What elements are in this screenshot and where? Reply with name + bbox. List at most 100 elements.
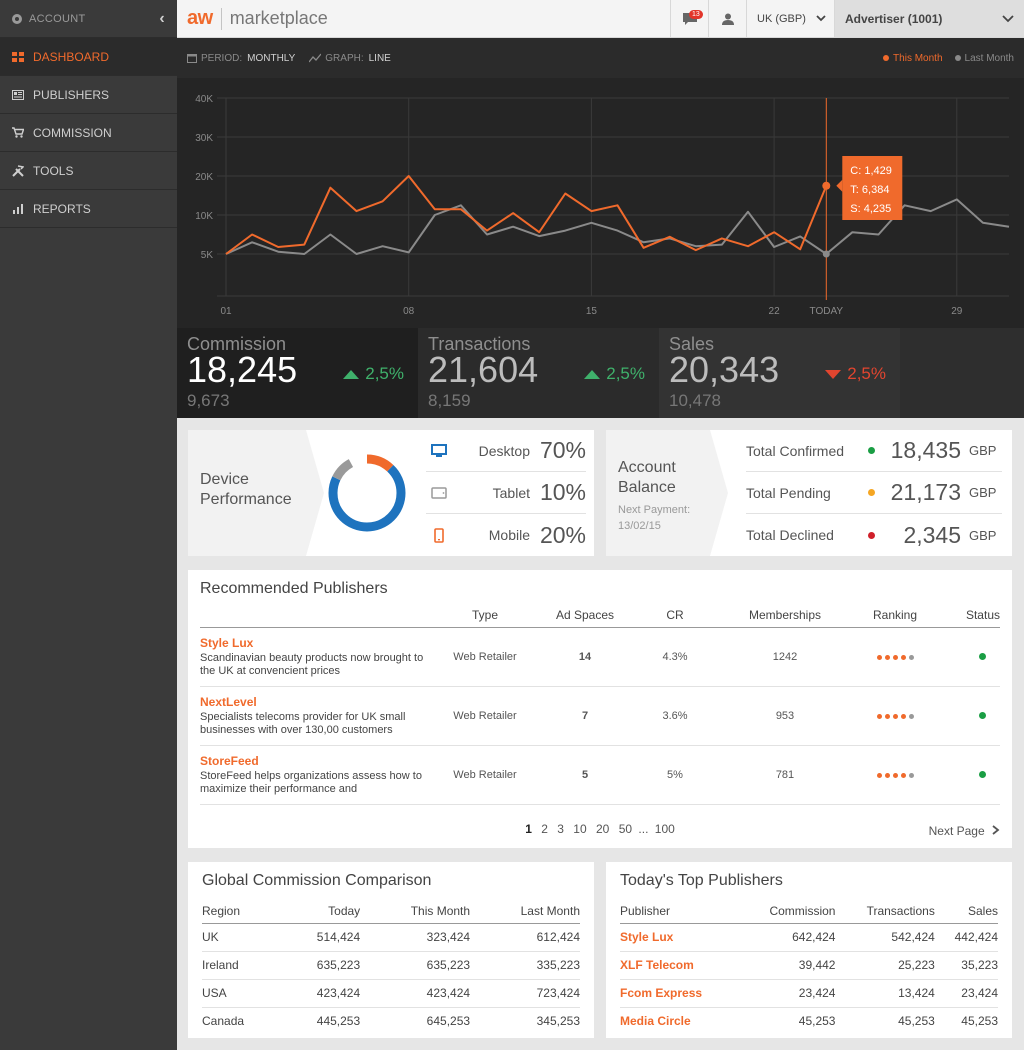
- column-header[interactable]: Sales: [934, 900, 998, 924]
- sidebar-item-dashboard[interactable]: DASHBOARD: [0, 38, 177, 76]
- kpi-name: Transactions: [428, 334, 531, 354]
- advertiser-select[interactable]: Advertiser (1001): [834, 0, 1024, 37]
- column-header[interactable]: CR: [640, 608, 710, 628]
- top-publishers-title: Today's Top Publishers: [620, 872, 783, 889]
- chart-legend: This Month Last Month: [883, 53, 1014, 64]
- y-tick-label: 10K: [195, 211, 213, 222]
- page-link[interactable]: 100: [654, 822, 675, 836]
- column-header[interactable]: Last Month: [470, 900, 580, 924]
- legend-this-month[interactable]: This Month: [883, 53, 943, 64]
- region-value: UK (GBP): [757, 12, 806, 25]
- status-dot: [868, 531, 875, 539]
- page-link[interactable]: 50: [618, 822, 633, 836]
- chart-panel: PERIOD: MONTHLY GRAPH: LINE This Month L…: [177, 38, 1024, 328]
- graph-select[interactable]: LINE: [368, 52, 391, 64]
- sidebar-item-commission[interactable]: COMMISSION: [0, 114, 177, 152]
- kpi-empty: [900, 328, 1024, 418]
- device-donut-chart: [328, 454, 406, 532]
- last-month-today-point: [822, 250, 830, 258]
- sidebar-item-label: REPORTS: [33, 201, 91, 216]
- x-tick-label: 08: [403, 306, 415, 317]
- rank-dot: [876, 713, 882, 719]
- publishers-icon: [12, 89, 24, 101]
- page-link[interactable]: 2: [541, 822, 548, 836]
- user-button[interactable]: [708, 0, 746, 37]
- logo-divider: [220, 7, 222, 30]
- balance-row-confirmed: Total Confirmed 18,435 GBP: [746, 430, 1002, 472]
- tooltip-line: C: 1,429: [850, 165, 892, 177]
- page-link[interactable]: 10: [573, 822, 587, 836]
- column-header[interactable]: Commission: [739, 900, 836, 924]
- column-header[interactable]: Memberships: [710, 608, 860, 628]
- column-header[interactable]: Ranking: [860, 608, 930, 628]
- period-label: PERIOD:: [201, 52, 243, 64]
- table-row: NextLevel Specialists telecoms provider f…: [200, 686, 1000, 746]
- kpi-commission[interactable]: Commission 18,245 9,673 2,5%: [177, 328, 418, 418]
- publisher-link[interactable]: Media Circle: [620, 1014, 691, 1029]
- logo[interactable]: aw marketplace: [177, 0, 328, 37]
- region-select[interactable]: UK (GBP): [746, 0, 834, 37]
- legend-last-month[interactable]: Last Month: [954, 53, 1014, 64]
- mobile-icon: [430, 527, 448, 543]
- y-tick-label: 30K: [195, 133, 213, 144]
- publisher-description: Specialists telecoms provider for UK sma…: [200, 710, 406, 736]
- column-header[interactable]: Publisher: [620, 900, 740, 924]
- period-select[interactable]: MONTHLY: [247, 52, 296, 64]
- account-balance-title: Account Balance: [618, 459, 676, 496]
- tooltip-line: T: 6,384: [850, 184, 889, 196]
- sidebar-item-reports[interactable]: REPORTS: [0, 190, 177, 228]
- publisher-link[interactable]: Style Lux: [200, 635, 254, 650]
- publisher-link[interactable]: XLF Telecom: [620, 951, 740, 980]
- kpi-transactions[interactable]: Transactions 21,604 8,159 2,5%: [418, 328, 659, 418]
- rank-dot: [908, 713, 914, 719]
- device-performance-card: Device Performance Desktop 70% Tablet 10…: [188, 430, 594, 556]
- gear-icon: [12, 13, 22, 24]
- rank-dot: [900, 654, 906, 660]
- tools-icon: [12, 164, 24, 177]
- recommended-publishers-table: Type Ad Spaces CR Memberships Ranking St…: [200, 608, 1000, 805]
- page-link[interactable]: 20: [596, 822, 610, 836]
- sidebar-item-tools[interactable]: TOOLS: [0, 152, 177, 190]
- column-header[interactable]: Type: [440, 608, 530, 628]
- kpi-delta: 2,5%: [825, 364, 886, 384]
- logo-text: marketplace: [229, 8, 328, 28]
- table-row: StoreFeed StoreFeed helps organizations a…: [200, 745, 1000, 805]
- ad-spaces-link[interactable]: 14: [530, 627, 640, 687]
- kpi-previous: 8,159: [428, 391, 471, 410]
- cart-icon: [12, 127, 24, 139]
- notifications-button[interactable]: 13: [670, 0, 708, 37]
- publisher-link[interactable]: NextLevel: [200, 694, 257, 709]
- sidebar-account[interactable]: ACCOUNT ‹: [0, 0, 177, 38]
- top-publishers-card: Today's Top Publishers Publisher Commiss…: [606, 862, 1012, 1038]
- donut-slice-desktop: [328, 454, 406, 532]
- tooltip-line: S: 4,235: [850, 203, 891, 215]
- next-page-button[interactable]: Next Page: [929, 824, 1000, 838]
- global-commission-card: Global Commission Comparison Region Toda…: [188, 862, 594, 1038]
- ranking-dots: [876, 713, 914, 719]
- collapse-sidebar-icon[interactable]: ‹: [159, 9, 165, 27]
- column-header[interactable]: Status: [930, 608, 1000, 628]
- chevron-down-icon: [1002, 14, 1014, 22]
- global-commission-table: Region Today This Month Last Month UK 514…: [202, 900, 580, 1035]
- tooltip-pointer: [836, 179, 843, 192]
- ad-spaces-link[interactable]: 7: [530, 686, 640, 746]
- page-link[interactable]: 1: [525, 822, 532, 836]
- desktop-icon: [430, 443, 448, 458]
- kpi-sales[interactable]: Sales 20,343 10,478 2,5%: [659, 328, 900, 418]
- balance-row-pending: Total Pending 21,173 GBP: [746, 472, 1002, 514]
- chart-controls: PERIOD: MONTHLY GRAPH: LINE This Month L…: [177, 38, 1024, 78]
- publisher-link[interactable]: Style Lux: [620, 923, 740, 952]
- column-header[interactable]: Ad Spaces: [530, 608, 640, 628]
- notification-badge: 13: [689, 10, 703, 19]
- sidebar-item-publishers[interactable]: PUBLISHERS: [0, 76, 177, 114]
- column-header[interactable]: Today: [279, 900, 361, 924]
- column-header[interactable]: Transactions: [835, 900, 935, 924]
- ad-spaces-link[interactable]: 5: [530, 745, 640, 805]
- global-commission-title: Global Commission Comparison: [202, 872, 432, 889]
- status-dot: [868, 447, 875, 454]
- column-header[interactable]: This Month: [360, 900, 471, 924]
- page-link[interactable]: 3: [557, 822, 564, 836]
- publisher-link[interactable]: StoreFeed: [200, 753, 259, 768]
- column-header[interactable]: Region: [202, 900, 280, 924]
- publisher-link[interactable]: Fcom Express: [620, 979, 740, 1008]
